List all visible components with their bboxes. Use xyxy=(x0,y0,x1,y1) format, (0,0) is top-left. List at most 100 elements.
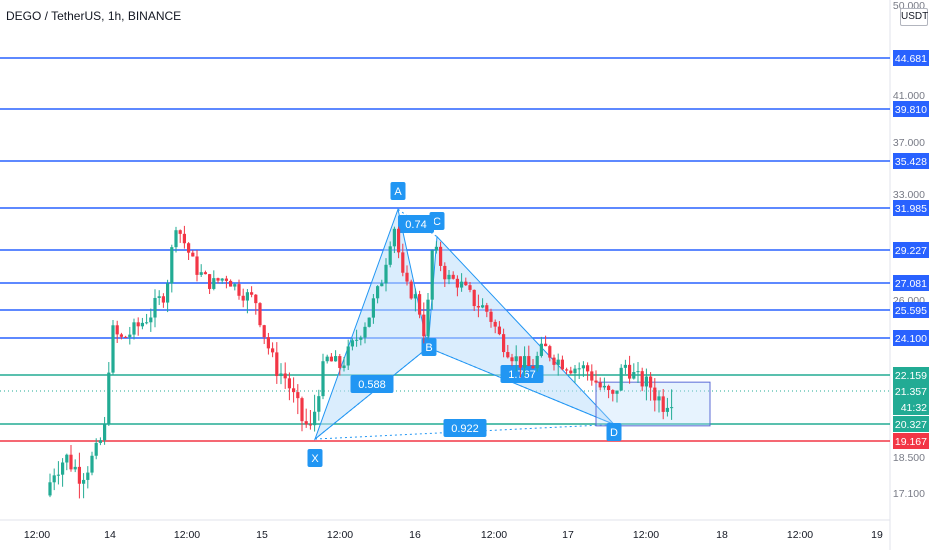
candle-body xyxy=(502,334,506,353)
candle-body xyxy=(552,357,556,365)
level-price-label-bg xyxy=(893,101,929,117)
price-labels: 44.681 39.810 35.428 31.985 29.227 27.081 25.5… xyxy=(893,50,929,449)
candle-body xyxy=(523,356,527,368)
candle-body xyxy=(287,378,291,389)
point-b-label: B xyxy=(421,338,437,356)
candle-body xyxy=(65,454,69,463)
ratio-xad-label: 0.922 xyxy=(443,419,487,437)
candle-body xyxy=(52,475,56,483)
candle-body xyxy=(199,272,203,275)
candle-body xyxy=(245,292,249,301)
last-price-label: 21.357 xyxy=(895,386,927,398)
pattern-xb-line xyxy=(314,347,429,440)
level-price-label: 31.985 xyxy=(895,203,927,215)
candle-body xyxy=(170,247,174,284)
candle-body xyxy=(237,284,241,296)
candle-body xyxy=(481,305,485,308)
candle-body xyxy=(439,246,443,266)
candle-body xyxy=(388,246,392,265)
candle-body xyxy=(94,442,98,456)
pattern-bd-line xyxy=(427,347,615,425)
x-tick-label: 12:00 xyxy=(481,529,507,541)
candle-body xyxy=(363,326,367,338)
candle-body xyxy=(573,368,577,374)
candle-body xyxy=(434,246,438,251)
level-price-label-bg xyxy=(893,302,929,318)
candle-body xyxy=(149,317,153,323)
candle-body xyxy=(409,281,413,299)
pattern-xab xyxy=(313,207,429,441)
candle-body xyxy=(195,256,199,275)
candle-body xyxy=(275,352,279,377)
candle-body xyxy=(640,371,644,387)
candle-body xyxy=(518,356,522,368)
x-tick-label: 12:00 xyxy=(174,529,200,541)
candle-body xyxy=(271,348,275,353)
candle-body xyxy=(73,466,77,470)
candle-body xyxy=(115,325,119,335)
candle-body xyxy=(485,305,489,312)
level-price-label-bg xyxy=(893,200,929,216)
candle-body xyxy=(422,314,426,337)
candle-body xyxy=(476,306,480,308)
level-price-label: 39.810 xyxy=(895,104,927,116)
point-a-label-bg xyxy=(390,182,406,200)
candle-body xyxy=(489,311,493,322)
candle-body xyxy=(598,382,602,388)
candle-body xyxy=(128,334,132,338)
candle-body xyxy=(548,346,552,358)
candle-body xyxy=(300,398,304,422)
level-price-label-bg xyxy=(893,416,929,432)
candle-body xyxy=(371,298,375,318)
x-tick-label: 17 xyxy=(562,529,574,541)
level-price-label-bg xyxy=(893,275,929,291)
candle-body xyxy=(69,454,73,470)
candle-body xyxy=(145,322,149,324)
candle-body xyxy=(514,356,518,362)
candle-body xyxy=(203,272,207,275)
candle-body xyxy=(166,283,170,303)
y-tick-label: 41.000 xyxy=(893,90,925,102)
candle-body xyxy=(430,250,434,300)
level-price-label-bg xyxy=(893,433,929,449)
currency-unit-badge[interactable]: USDT xyxy=(900,8,928,26)
candle-body xyxy=(313,411,317,426)
candle-body xyxy=(443,265,447,280)
candle-body xyxy=(296,392,300,399)
price-levels xyxy=(0,57,890,442)
candle-body xyxy=(103,423,107,441)
candle-body xyxy=(426,299,430,337)
point-b-label-text: B xyxy=(425,342,432,354)
candle-body xyxy=(90,455,94,473)
candle-body xyxy=(157,296,161,298)
ratio-abc-label-bg xyxy=(398,215,434,233)
harmonic-pattern: X A B C D 0.588 0.74 1.767 0.922 xyxy=(307,182,711,467)
candle-body xyxy=(334,356,338,362)
candle-body xyxy=(539,343,543,356)
candle-body xyxy=(657,396,661,401)
ratio-xab-label-bg xyxy=(350,375,394,393)
x-tick-label: 12:00 xyxy=(24,529,50,541)
candle-body xyxy=(472,289,476,307)
candle-body xyxy=(544,343,548,347)
candle-body xyxy=(229,280,233,287)
candle-body xyxy=(359,337,363,340)
candle-body xyxy=(636,371,640,373)
candle-body xyxy=(153,297,157,318)
candle-body xyxy=(342,365,346,368)
candle-body xyxy=(531,366,535,369)
candle-body xyxy=(329,356,333,362)
candle-body xyxy=(594,380,598,383)
x-axis-ticks: 12:00 14 12:00 15 12:00 16 12:00 17 12:00 18 12:00… xyxy=(24,529,883,541)
candle-body xyxy=(56,474,60,476)
candle-body xyxy=(325,356,329,362)
point-a-label: A xyxy=(390,182,406,200)
y-tick-label: 37.000 xyxy=(893,137,925,149)
candle-body xyxy=(413,294,417,299)
candle-body xyxy=(233,284,237,287)
ratio-abc-label: 0.74 xyxy=(398,215,434,233)
candle-body xyxy=(577,368,581,370)
level-price-label: 25.595 xyxy=(895,305,927,317)
level-price-label: 19.167 xyxy=(895,436,927,448)
